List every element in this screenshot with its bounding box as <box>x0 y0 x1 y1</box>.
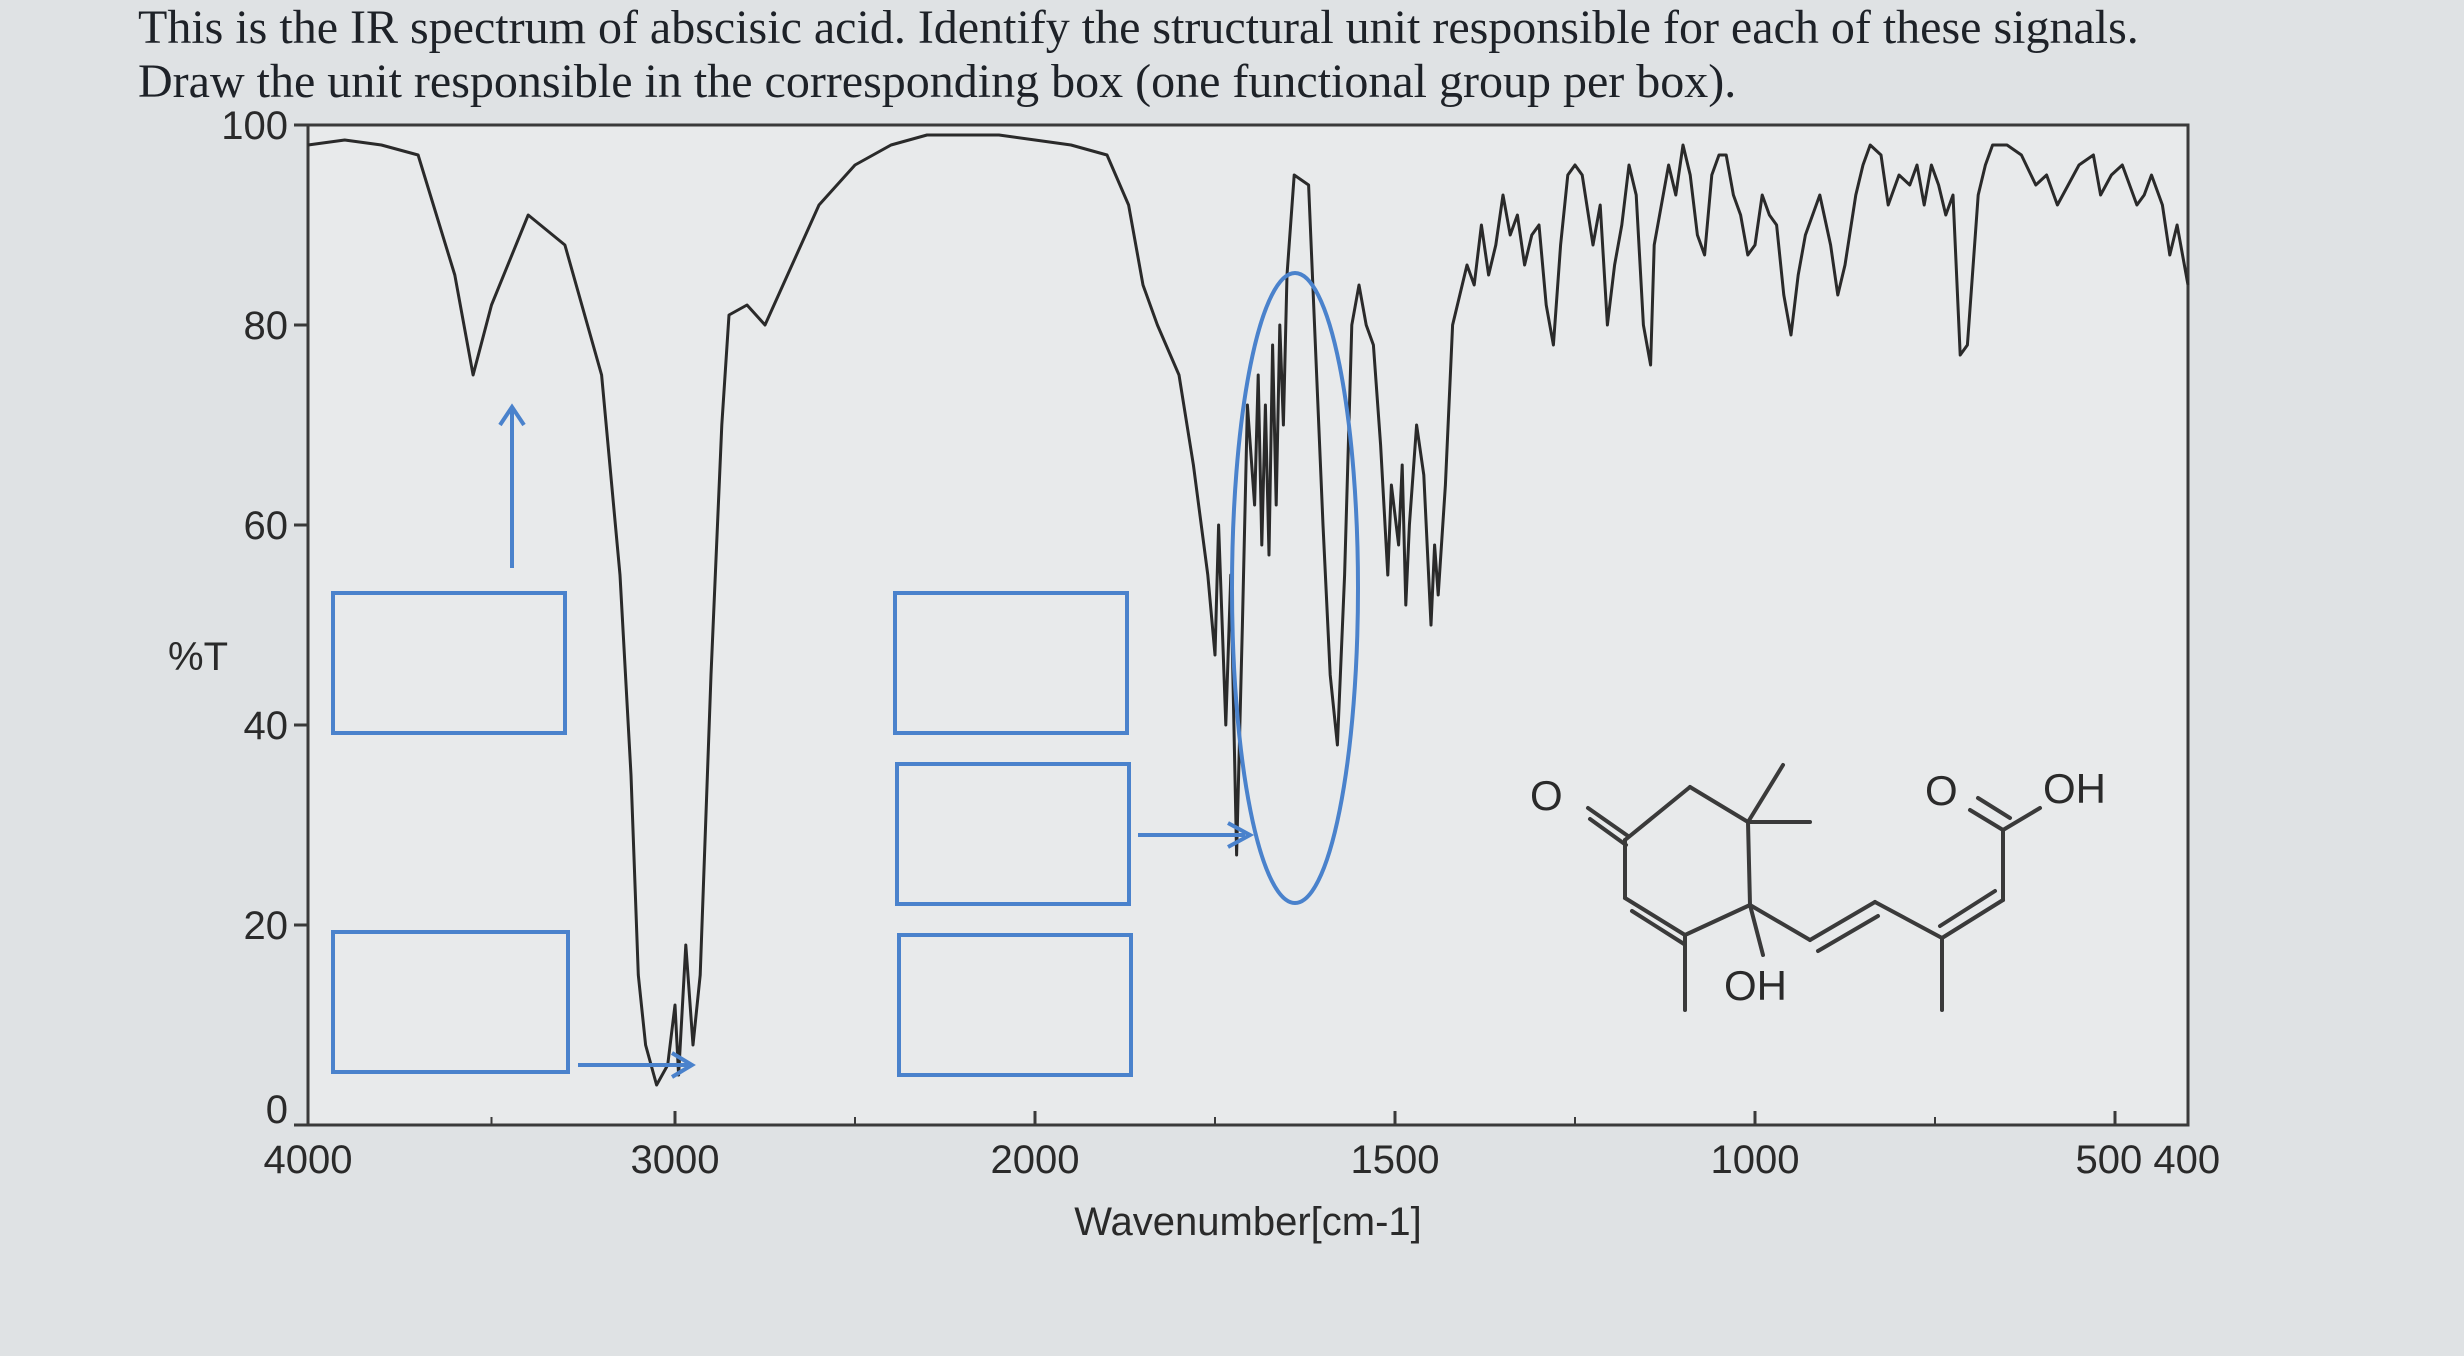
arrow-head-oh <box>498 403 526 427</box>
acid-oh-label: OH <box>2043 765 2106 812</box>
y-tick-label: 40 <box>244 704 289 748</box>
carbonyl-region-ellipse <box>1230 271 1360 905</box>
x-tick-label: 1000 <box>1711 1138 1800 1182</box>
x-axis-label: Wavenumber[cm-1] <box>1074 1200 1422 1244</box>
y-tick-label: 20 <box>244 904 289 948</box>
answer-box-carbonyl-1[interactable] <box>893 591 1129 735</box>
acid-oxygen-label: O <box>1925 767 1958 814</box>
arrow-head-ch <box>670 1051 696 1079</box>
axis-ticks <box>294 123 2117 1127</box>
x-tick-label: 1500 <box>1351 1138 1440 1182</box>
answer-box-oh-stretch[interactable] <box>331 591 567 735</box>
answer-box-ch-stretch[interactable] <box>331 930 570 1074</box>
x-tick-labels: 4000 3000 2000 1500 1000 500 400 <box>264 1138 2221 1182</box>
y-tick-label: 60 <box>244 504 289 548</box>
answer-boxes <box>331 591 1133 1077</box>
y-tick-label: 80 <box>244 304 289 348</box>
y-tick-labels: 0 20 40 60 80 100 <box>221 104 288 1132</box>
x-tick-label: 4000 <box>264 1138 353 1182</box>
ring-oh-label: OH <box>1724 962 1787 1009</box>
question-line-2: Draw the unit responsible in the corresp… <box>138 55 1737 108</box>
structure-atom-labels: O O OH OH <box>1530 765 2106 1009</box>
arrow-head-carbonyl <box>1227 821 1255 849</box>
question-line-1: This is the IR spectrum of abscisic acid… <box>138 1 2139 54</box>
ketone-oxygen-label: O <box>1530 772 1563 819</box>
annotation-marks <box>498 271 1360 1079</box>
answer-box-carbonyl-3[interactable] <box>897 933 1133 1077</box>
x-tick-label: 2000 <box>991 1138 1080 1182</box>
answer-box-carbonyl-2[interactable] <box>895 762 1131 906</box>
y-tick-label: 0 <box>266 1088 288 1132</box>
x-tick-label: 500 400 <box>2076 1138 2221 1182</box>
y-tick-label: 100 <box>221 104 288 148</box>
plot-area <box>306 123 2190 1127</box>
x-tick-label: 3000 <box>631 1138 720 1182</box>
abscisic-acid-structure <box>1586 763 2042 1012</box>
spectrum-series-line <box>307 133 2190 1087</box>
y-axis-label: %T <box>168 635 228 679</box>
